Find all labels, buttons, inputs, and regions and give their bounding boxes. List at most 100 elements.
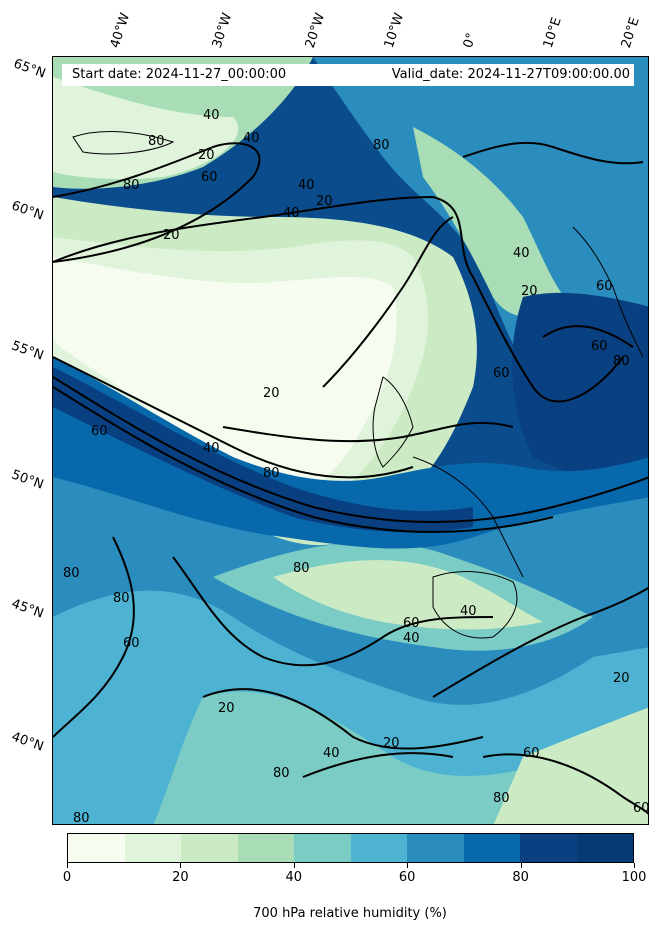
contour-line-6: [53, 376, 648, 523]
contour-label: 80: [293, 561, 310, 576]
dry-region-north-core: [53, 257, 397, 497]
colorbar-tick: [67, 863, 68, 868]
contour-label: 60: [123, 636, 140, 651]
lon-label-20E: 20°E: [618, 15, 643, 51]
colorbar-segment: [520, 834, 577, 862]
contour-label: 20: [613, 671, 630, 686]
contour-label: 20: [521, 284, 538, 299]
colorbar-tick: [180, 863, 182, 868]
colorbar-segment: [294, 834, 351, 862]
colorbar-segment: [68, 834, 125, 862]
lat-label-50N: 50°N: [9, 467, 46, 493]
contour-line-7: [53, 386, 554, 533]
contour-line-4: [53, 356, 414, 479]
contour-label: 80: [63, 566, 80, 581]
contour-label: 40: [203, 108, 220, 123]
contour-label: 80: [73, 811, 90, 825]
coastline-iceland: [72, 131, 175, 155]
lon-label-0: 0°: [460, 31, 480, 50]
colorbar-segment: [576, 834, 633, 862]
contour-label: 80: [113, 591, 130, 606]
contour-line-9: [53, 536, 135, 738]
contour-label: 60: [403, 616, 420, 631]
contour-label: 40: [298, 178, 315, 193]
contour-label: 80: [263, 466, 280, 481]
map-panel: 40 20 40 80 60 20 40 20 80 40 20 60 80 40 60 80 20 40 80 60…: [52, 56, 649, 825]
lat-label-60N: 60°N: [9, 198, 46, 224]
moist-region-east: [512, 292, 648, 481]
colorbar-segment: [237, 834, 294, 862]
contour-line-13: [302, 752, 454, 778]
colorbar-tick: [634, 863, 635, 868]
contour-label: 60: [596, 279, 613, 294]
info-bar: Start date: 2024-11-27_00:00:00 Valid_da…: [62, 64, 634, 86]
contour-label: 20: [383, 736, 400, 751]
dry-region-inner: [273, 560, 543, 630]
contour-label: 80: [613, 354, 630, 369]
lon-label-20W: 20°W: [302, 11, 329, 50]
colorbar-title: 700 hPa relative humidity (%): [253, 906, 447, 921]
colorbar-tick: [293, 863, 295, 868]
coastline-british-isles: [372, 376, 414, 468]
contour-label: 60: [493, 366, 510, 381]
contour-line-3: [322, 216, 454, 388]
humidity-band-pale-southeast: [493, 707, 648, 824]
start-date-label: Start date: 2024-11-27_00:00:00: [72, 67, 287, 82]
contour-line-5: [222, 421, 514, 443]
lat-label-40N: 40°N: [9, 729, 46, 755]
contour-line-14: [542, 325, 634, 348]
contour-label: 40: [243, 131, 260, 146]
contour-label: 80: [373, 138, 390, 153]
coastline-france: [412, 456, 524, 578]
contour-line-11: [432, 586, 648, 698]
colorbar-segment: [181, 834, 238, 862]
colorbar-tick-label: 60: [398, 870, 416, 885]
lat-label-55N: 55°N: [9, 338, 46, 364]
contour-line-12: [482, 753, 648, 815]
contour-label: 80: [148, 134, 165, 149]
contour-label: 60: [201, 170, 218, 185]
contour-line-10: [202, 688, 484, 750]
lon-label-10E: 10°E: [540, 15, 565, 51]
colorbar-tick: [407, 863, 409, 868]
contour-line-15: [462, 141, 644, 165]
lat-label-65N: 65°N: [11, 56, 48, 82]
contour-label: 20: [316, 194, 333, 209]
colorbar-segment: [407, 834, 464, 862]
contour-label: 40: [460, 604, 477, 619]
contour-label: 20: [263, 386, 280, 401]
contour-label: 80: [493, 791, 510, 806]
contour-label: 40: [323, 746, 340, 761]
contour-label: 40: [403, 631, 420, 646]
colorbar-segment: [463, 834, 520, 862]
contour-label: 20: [218, 701, 235, 716]
contour-label: 60: [91, 424, 108, 439]
colorbar-tick-label: 0: [62, 870, 72, 885]
colorbar-tick-label: 20: [172, 870, 189, 885]
contour-label: 80: [273, 766, 290, 781]
contour-label: 40: [283, 206, 300, 221]
lon-label-40W: 40°W: [107, 11, 134, 50]
contour-line-1: [53, 142, 261, 263]
lat-label-45N: 45°N: [9, 596, 46, 622]
contour-label: 20: [198, 148, 215, 163]
moist-region-northeast-green: [413, 127, 573, 317]
coastline-scandinavia: [572, 226, 644, 358]
colorbar-tick: [520, 863, 522, 868]
colorbar-segment: [350, 834, 407, 862]
contour-label: 60: [523, 746, 540, 761]
colorbar-segment: [124, 834, 181, 862]
contour-label: 60: [591, 339, 608, 354]
lon-label-10W: 10°W: [381, 11, 408, 50]
contour-label: 80: [123, 178, 140, 193]
colorbar: [67, 833, 634, 863]
contour-label: 40: [203, 441, 220, 456]
moist-band-mid: [53, 357, 648, 549]
colorbar-tick-label: 40: [285, 870, 303, 885]
contour-label: 40: [513, 246, 530, 261]
contour-label: 60: [633, 801, 649, 816]
contour-label: 20: [163, 228, 180, 243]
contour-line-8: [172, 556, 494, 667]
